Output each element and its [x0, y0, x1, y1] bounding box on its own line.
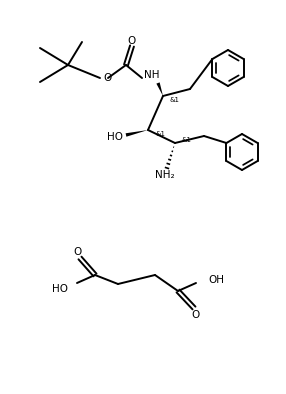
Text: O: O [73, 247, 81, 257]
Text: HO: HO [52, 284, 68, 294]
Text: NH₂: NH₂ [155, 170, 175, 180]
Text: &1: &1 [155, 131, 165, 137]
Text: NH: NH [144, 70, 160, 80]
Text: HO: HO [107, 132, 123, 142]
Text: O: O [192, 310, 200, 320]
Polygon shape [126, 130, 148, 137]
Polygon shape [156, 82, 163, 96]
Text: &1: &1 [182, 137, 192, 143]
Text: &1: &1 [170, 97, 180, 103]
Text: O: O [128, 36, 136, 46]
Text: OH: OH [208, 275, 224, 285]
Text: O: O [104, 73, 112, 83]
